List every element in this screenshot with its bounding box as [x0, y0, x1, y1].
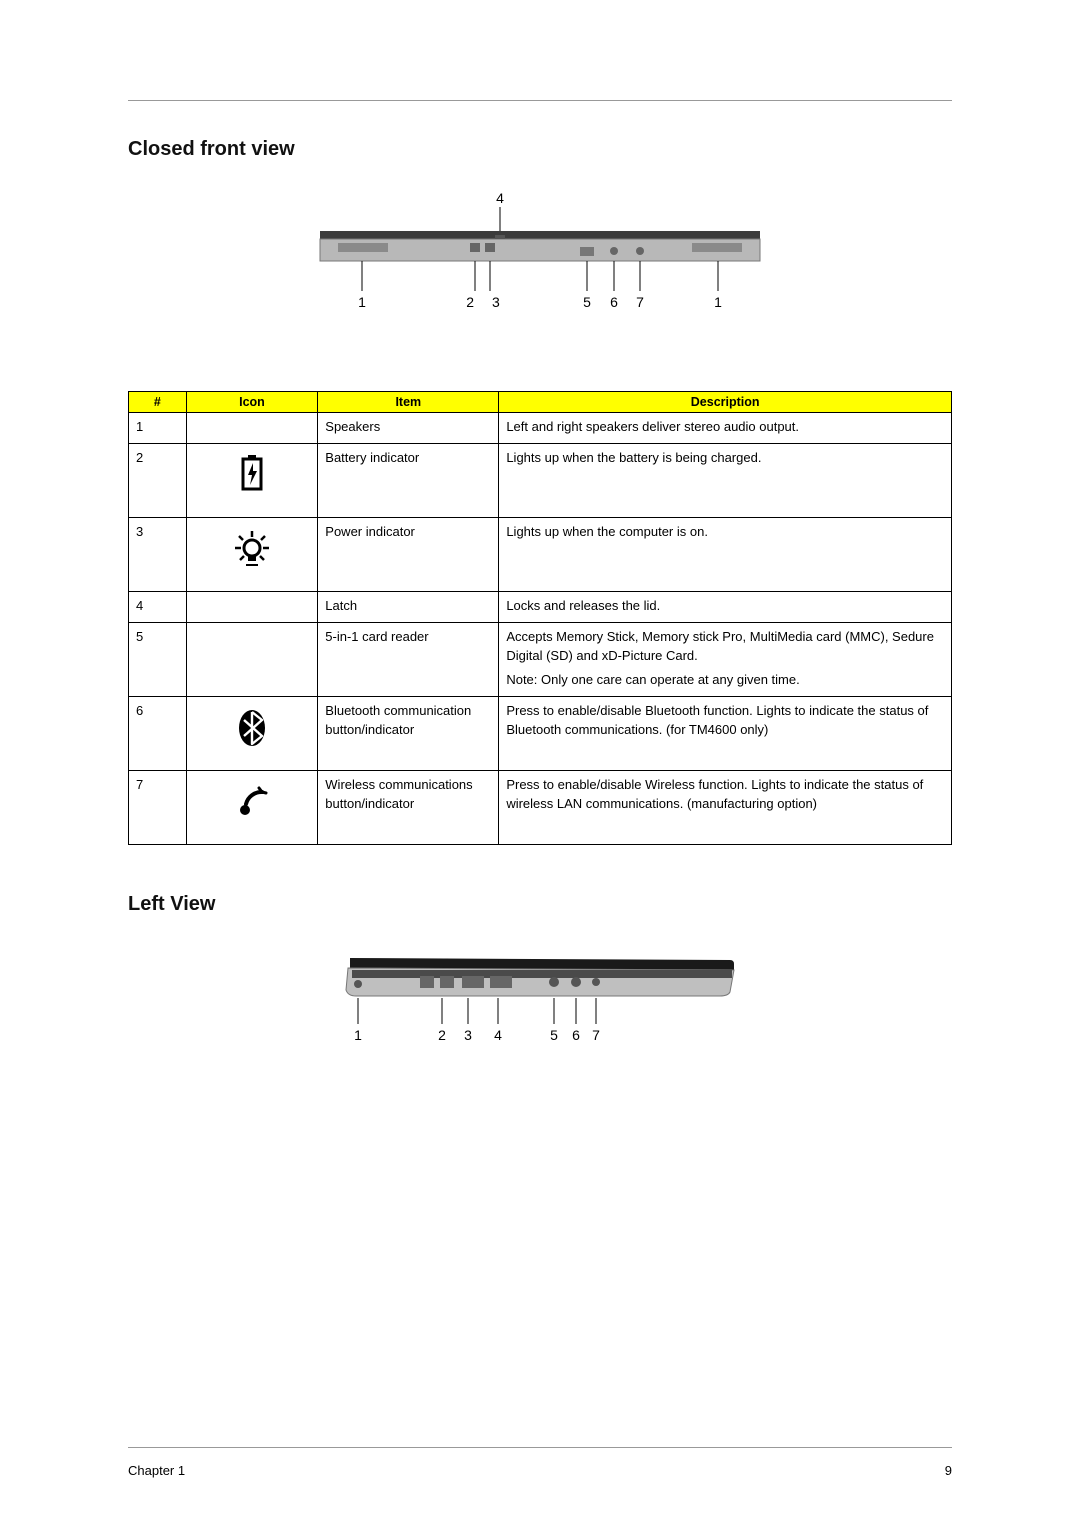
- row2-num: 2: [129, 443, 187, 517]
- row1-num: 1: [129, 413, 187, 444]
- row1-desc: Left and right speakers deliver stereo a…: [499, 413, 952, 444]
- table-row: 1 Speakers Left and right speakers deliv…: [129, 413, 952, 444]
- row7-icon: [186, 771, 318, 845]
- svg-text:2: 2: [438, 1027, 446, 1043]
- row3-icon: [186, 517, 318, 591]
- footer-left: Chapter 1: [128, 1463, 185, 1478]
- svg-text:3: 3: [492, 294, 500, 310]
- table-header-row: # Icon Item Description: [129, 392, 952, 413]
- svg-text:3: 3: [464, 1027, 472, 1043]
- svg-text:5: 5: [583, 294, 591, 310]
- row5-num: 5: [129, 622, 187, 697]
- row4-item: Latch: [318, 591, 499, 622]
- svg-text:7: 7: [592, 1027, 600, 1043]
- row3-desc: Lights up when the computer is on.: [499, 517, 952, 591]
- table-row: 3 Power indicator Lights up when the com…: [129, 517, 952, 591]
- row1-icon: [186, 413, 318, 444]
- row5-item: 5-in-1 card reader: [318, 622, 499, 697]
- row5-note: Note: Only one care can operate at any g…: [506, 671, 944, 690]
- svg-text:1: 1: [358, 294, 366, 310]
- svg-text:1: 1: [714, 294, 722, 310]
- left-view-diagram: 1 2 3 4 5 6 7: [128, 946, 952, 1056]
- section2-title: Left View: [128, 893, 952, 916]
- battery-charging-icon: [239, 455, 265, 493]
- table-row: 2 Battery indicator Lights up when the b…: [129, 443, 952, 517]
- wireless-icon: [232, 782, 272, 822]
- bluetooth-icon: [236, 708, 268, 748]
- th-desc: Description: [499, 392, 952, 413]
- closed-front-diagram: 4 1 2 3 5 6 7 1: [128, 191, 952, 331]
- table-row: 5 5-in-1 card reader Accepts Memory Stic…: [129, 622, 952, 697]
- bottom-rule: [128, 1447, 952, 1448]
- row2-icon: [186, 443, 318, 517]
- row4-desc: Locks and releases the lid.: [499, 591, 952, 622]
- row1-item: Speakers: [318, 413, 499, 444]
- svg-text:4: 4: [494, 1027, 502, 1043]
- closed-front-svg: 4 1 2 3 5 6 7 1: [300, 191, 780, 331]
- svg-text:7: 7: [636, 294, 644, 310]
- th-item: Item: [318, 392, 499, 413]
- section1-title: Closed front view: [128, 138, 952, 161]
- footer-right: 9: [945, 1463, 952, 1478]
- row2-item: Battery indicator: [318, 443, 499, 517]
- front-view-table: # Icon Item Description 1 Speakers Left …: [128, 391, 952, 845]
- svg-text:1: 1: [354, 1027, 362, 1043]
- left-view-svg: 1 2 3 4 5 6 7: [330, 946, 750, 1056]
- row5-desc-text: Accepts Memory Stick, Memory stick Pro, …: [506, 629, 934, 663]
- svg-text:5: 5: [550, 1027, 558, 1043]
- svg-text:6: 6: [610, 294, 618, 310]
- th-num: #: [129, 392, 187, 413]
- table-row: 4 Latch Locks and releases the lid.: [129, 591, 952, 622]
- row3-num: 3: [129, 517, 187, 591]
- page-footer: Chapter 1 9: [128, 1463, 952, 1478]
- row5-desc: Accepts Memory Stick, Memory stick Pro, …: [499, 622, 952, 697]
- svg-text:2: 2: [466, 294, 474, 310]
- power-bulb-icon: [232, 529, 272, 569]
- svg-text:6: 6: [572, 1027, 580, 1043]
- row6-desc: Press to enable/disable Bluetooth functi…: [499, 697, 952, 771]
- svg-text:4: 4: [496, 191, 504, 206]
- row6-item: Bluetooth communication button/indicator: [318, 697, 499, 771]
- row7-desc: Press to enable/disable Wireless functio…: [499, 771, 952, 845]
- row7-item: Wireless communications button/indicator: [318, 771, 499, 845]
- row4-icon: [186, 591, 318, 622]
- row2-desc: Lights up when the battery is being char…: [499, 443, 952, 517]
- row6-num: 6: [129, 697, 187, 771]
- row7-num: 7: [129, 771, 187, 845]
- row4-num: 4: [129, 591, 187, 622]
- table-row: 7 Wireless communications button/indicat…: [129, 771, 952, 845]
- row3-item: Power indicator: [318, 517, 499, 591]
- top-rule: [128, 100, 952, 101]
- th-icon: Icon: [186, 392, 318, 413]
- row6-icon: [186, 697, 318, 771]
- table-row: 6 Bluetooth communication button/indicat…: [129, 697, 952, 771]
- row5-icon: [186, 622, 318, 697]
